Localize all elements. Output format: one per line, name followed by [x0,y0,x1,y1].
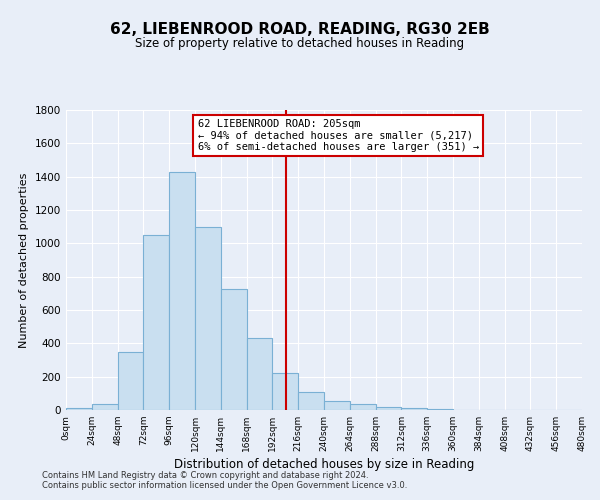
Bar [376,406,401,410]
Bar [350,404,376,410]
Bar [66,408,92,410]
Text: Contains public sector information licensed under the Open Government Licence v3: Contains public sector information licen… [42,480,407,490]
Bar [221,289,247,410]
Bar [427,409,453,410]
Bar [247,338,272,410]
Bar [195,226,221,410]
Text: Contains HM Land Registry data © Crown copyright and database right 2024.: Contains HM Land Registry data © Crown c… [42,470,368,480]
Text: 62, LIEBENROOD ROAD, READING, RG30 2EB: 62, LIEBENROOD ROAD, READING, RG30 2EB [110,22,490,38]
Bar [272,374,298,410]
Text: Size of property relative to detached houses in Reading: Size of property relative to detached ho… [136,38,464,51]
Y-axis label: Number of detached properties: Number of detached properties [19,172,29,348]
Bar [169,172,195,410]
Bar [92,404,118,410]
Bar [118,352,143,410]
Text: 62 LIEBENROOD ROAD: 205sqm
← 94% of detached houses are smaller (5,217)
6% of se: 62 LIEBENROOD ROAD: 205sqm ← 94% of deta… [197,119,479,152]
Bar [324,401,350,410]
Bar [143,235,169,410]
Bar [298,392,324,410]
Bar [401,408,427,410]
X-axis label: Distribution of detached houses by size in Reading: Distribution of detached houses by size … [174,458,474,471]
